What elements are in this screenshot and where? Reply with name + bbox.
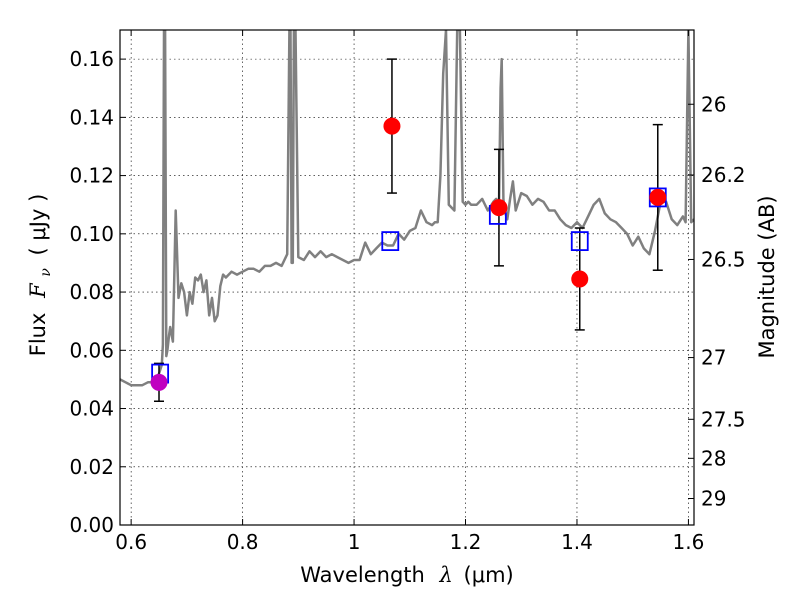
right-tick-label: 29 — [701, 487, 726, 511]
x-axis-label-text: Wavelength — [300, 563, 425, 587]
x-axis-lambda-symbol: λ — [439, 563, 453, 587]
x-axis-label: Wavelength λ (μm) — [300, 563, 513, 587]
y-axis-unit: ( μJy ) — [26, 194, 50, 256]
y-tick-label: 0.12 — [69, 164, 114, 188]
x-tick-label: 1.4 — [561, 530, 593, 554]
observed-point — [150, 373, 168, 391]
y-axis-label: Flux F ν ( μJy ) — [26, 194, 55, 357]
right-tick-label: 26.2 — [701, 163, 746, 187]
error-bar-layer — [154, 58, 663, 402]
x-tick-label: 1 — [348, 530, 361, 554]
sed-template-line — [120, 30, 694, 387]
x-tick-label: 0.8 — [227, 530, 259, 554]
x-tick-label: 1.2 — [450, 530, 482, 554]
right-tick-label: 27 — [701, 346, 726, 370]
right-tick-label: 26 — [701, 92, 726, 116]
right-tick-label: 27.5 — [701, 407, 746, 431]
y-axis-nu-subscript: ν — [38, 268, 54, 277]
x-tick-label: 1.6 — [673, 530, 705, 554]
model-square — [381, 231, 400, 252]
observed-point — [383, 117, 401, 135]
right-tick-label: 26.5 — [701, 247, 746, 271]
y-tick-label: 0.00 — [69, 513, 114, 537]
y-tick-label: 0.04 — [69, 397, 114, 421]
right-tick-label: 28 — [701, 446, 726, 470]
observed-point — [490, 199, 508, 217]
y-tick-label: 0.08 — [69, 280, 114, 304]
y-tick-label: 0.10 — [69, 222, 114, 246]
y-axis-f-symbol: F — [26, 282, 50, 299]
y-tick-label: 0.14 — [69, 105, 114, 129]
y-tick-label: 0.06 — [69, 338, 114, 362]
y-axis-label-text: Flux — [26, 313, 50, 357]
sed-line-layer — [120, 30, 694, 387]
x-axis-unit: (μm) — [464, 563, 514, 587]
grid — [120, 30, 694, 526]
y-tick-label: 0.16 — [69, 47, 114, 71]
y-tick-label: 0.02 — [69, 455, 114, 479]
observed-point — [649, 188, 667, 206]
x-tick-label: 0.6 — [115, 530, 147, 554]
tick-layer: 0.6 0.8 1 1.2 1.4 1.6 0.00 0.02 0.04 0.06 0.08 0.10… — [69, 30, 746, 554]
observed-point — [571, 270, 589, 288]
observed-point-layer — [150, 117, 667, 391]
model-square — [570, 231, 589, 252]
plot-frame — [119, 29, 695, 526]
right-axis-label: Magnitude (AB) — [755, 195, 779, 358]
